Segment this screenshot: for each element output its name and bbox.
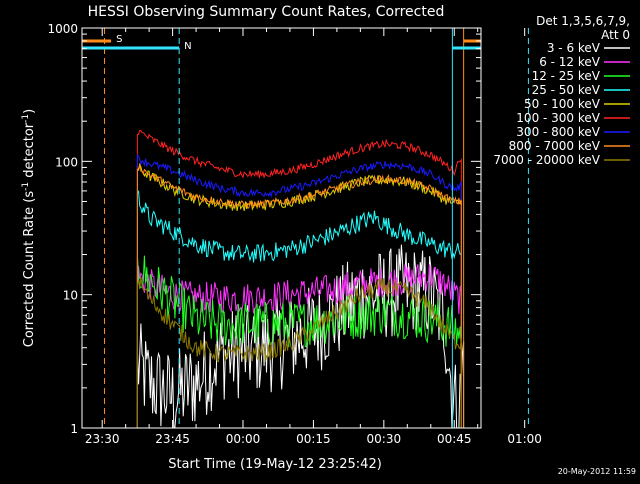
series-line xyxy=(136,154,462,428)
x-axis-label: Start Time (19-May-12 23:25:42) xyxy=(168,457,382,472)
plot-border xyxy=(81,27,482,429)
y-tick-label: 1000 xyxy=(47,22,78,36)
plot-frame: SN xyxy=(81,27,529,429)
y-tick-label: 1 xyxy=(70,422,78,436)
x-tick-label: 00:45 xyxy=(437,432,472,446)
x-tick-label: 00:15 xyxy=(296,432,331,446)
legend-entry-label: 25 - 50 keV xyxy=(532,83,601,97)
legend-title-detectors: Det 1,3,5,6,7,9, xyxy=(536,14,630,28)
x-tick-label: 01:00 xyxy=(507,432,542,446)
series-line xyxy=(136,264,462,428)
series-line xyxy=(136,276,462,428)
legend-entry-label: 300 - 800 keV xyxy=(516,125,600,139)
series-line xyxy=(136,129,462,428)
series-line xyxy=(136,254,462,428)
legend-title-attenuator: Att 0 xyxy=(601,28,630,42)
legend-entry-label: 800 - 7000 keV xyxy=(509,139,601,153)
date-stamp: 20-May-2012 11:59 xyxy=(558,467,636,476)
y-axis-label-superscript-1: -1 xyxy=(21,182,31,191)
x-tick-label: 23:45 xyxy=(155,432,190,446)
axes: 1 10 100 1000 23:30 23:45 00:00 00:15 00:30 00:45… xyxy=(47,22,541,446)
y-axis-label-main: Corrected Count Rate (s xyxy=(22,191,37,348)
legend-entry-label: 3 - 6 keV xyxy=(547,41,601,55)
chart-title: HESSI Observing Summary Count Rates, Cor… xyxy=(88,4,445,20)
legend-entry-label: 12 - 25 keV xyxy=(532,69,601,83)
x-tick-label: 00:30 xyxy=(367,432,402,446)
flag-label: S xyxy=(116,34,122,45)
y-tick-label: 10 xyxy=(63,289,78,303)
plot-area xyxy=(136,129,465,428)
y-axis-label: Corrected Count Rate (s-1 detector-1) xyxy=(21,109,37,347)
plot-layer xyxy=(136,129,465,428)
series-line xyxy=(136,164,462,428)
x-tick-label: 23:30 xyxy=(85,432,120,446)
y-tick-label: 100 xyxy=(55,155,78,169)
legend-entry-label: 50 - 100 keV xyxy=(524,97,601,111)
x-tick-label: 00:00 xyxy=(226,432,261,446)
legend-entry-label: 100 - 300 keV xyxy=(516,111,600,125)
y-axis-label-mid: detector xyxy=(22,122,37,182)
series-line xyxy=(136,190,462,428)
legend-entry-label: 7000 - 20000 keV xyxy=(493,153,600,167)
legend-entry-label: 6 - 12 keV xyxy=(539,55,601,69)
flag-label: N xyxy=(184,41,191,52)
y-axis-label-superscript-2: -1 xyxy=(21,114,31,123)
y-axis-label-end: ) xyxy=(22,109,37,114)
